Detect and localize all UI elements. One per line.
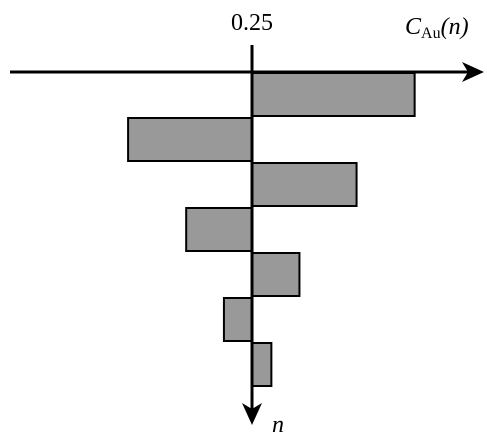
x-axis-label: CAu(n) — [405, 14, 469, 42]
x-label-argument: (n) — [441, 14, 469, 40]
y-axis-label: n — [272, 412, 284, 438]
bar — [127, 117, 254, 162]
bar — [251, 72, 416, 117]
x-axis-arrow — [462, 62, 484, 82]
bars — [127, 72, 416, 387]
x-label-subscript: Au — [421, 25, 441, 42]
x-tick-label: 0.25 — [231, 10, 273, 36]
bar — [251, 342, 273, 387]
bar — [251, 252, 301, 297]
bar — [251, 162, 358, 207]
bar — [222, 297, 254, 342]
bar — [185, 207, 254, 252]
y-axis-arrow — [242, 403, 262, 425]
x-label-symbol: C — [405, 14, 422, 40]
